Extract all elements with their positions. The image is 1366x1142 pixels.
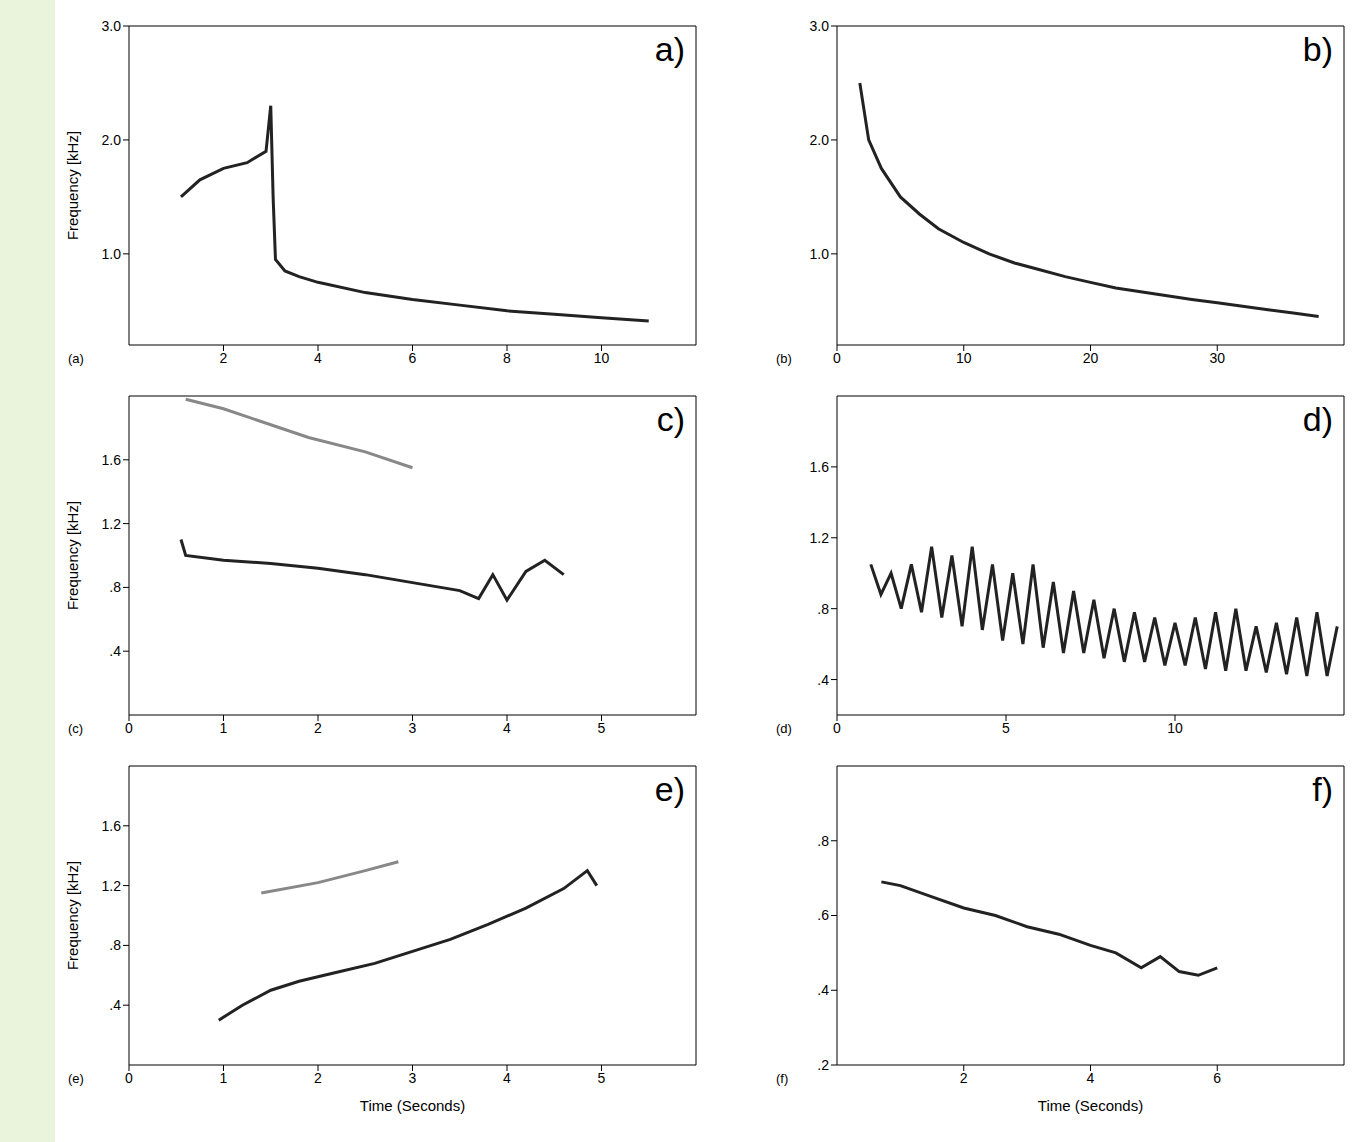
svg-text:.4: .4 xyxy=(817,982,829,998)
svg-text:3: 3 xyxy=(409,720,417,736)
svg-text:Frequency [kHz]: Frequency [kHz] xyxy=(64,131,81,240)
svg-text:10: 10 xyxy=(594,350,610,366)
html-text:e): e) xyxy=(654,770,685,808)
svg-text:1.2: 1.2 xyxy=(810,530,830,546)
svg-text:.8: .8 xyxy=(109,937,121,953)
svg-text:1.0: 1.0 xyxy=(810,246,830,262)
svg-text:6: 6 xyxy=(1213,1070,1221,1086)
svg-text:4: 4 xyxy=(503,720,511,736)
svg-text:.2: .2 xyxy=(817,1057,829,1073)
svg-text:2: 2 xyxy=(314,1070,322,1086)
svg-text:2.0: 2.0 xyxy=(810,132,830,148)
svg-text:4: 4 xyxy=(1087,1070,1095,1086)
html-text:(d): (d) xyxy=(776,721,792,736)
svg-text:3.0: 3.0 xyxy=(810,18,830,34)
svg-text:1: 1 xyxy=(220,720,228,736)
html-text:(c): (c) xyxy=(68,721,84,736)
svg-text:5: 5 xyxy=(598,720,606,736)
svg-text:3: 3 xyxy=(409,1070,417,1086)
svg-text:2: 2 xyxy=(314,720,322,736)
svg-text:Frequency [kHz]: Frequency [kHz] xyxy=(64,861,81,970)
svg-text:.8: .8 xyxy=(109,579,121,595)
svg-text:0: 0 xyxy=(125,1070,133,1086)
svg-text:5: 5 xyxy=(598,1070,606,1086)
svg-text:.8: .8 xyxy=(817,833,829,849)
svg-text:.4: .4 xyxy=(817,672,829,688)
html-text:(a): (a) xyxy=(68,351,84,366)
svg-text:10: 10 xyxy=(1167,720,1183,736)
svg-text:0: 0 xyxy=(833,720,841,736)
svg-text:2: 2 xyxy=(960,1070,968,1086)
html-text:d): d) xyxy=(1302,400,1333,438)
svg-text:0: 0 xyxy=(833,350,841,366)
svg-text:6: 6 xyxy=(409,350,417,366)
html-text:a): a) xyxy=(654,30,685,68)
svg-text:.6: .6 xyxy=(817,907,829,923)
html-text:c): c) xyxy=(656,400,685,438)
html-text:(e): (e) xyxy=(68,1071,84,1086)
svg-text:.4: .4 xyxy=(109,997,121,1013)
svg-text:Frequency [kHz]: Frequency [kHz] xyxy=(64,501,81,610)
svg-text:1.6: 1.6 xyxy=(102,452,122,468)
svg-text:1: 1 xyxy=(220,1070,228,1086)
svg-text:.4: .4 xyxy=(109,643,121,659)
html-text:(f): (f) xyxy=(776,1071,789,1086)
html-text:(b): (b) xyxy=(776,351,792,366)
svg-text:30: 30 xyxy=(1209,350,1225,366)
html-text:b): b) xyxy=(1302,30,1333,68)
svg-text:8: 8 xyxy=(503,350,511,366)
svg-text:4: 4 xyxy=(503,1070,511,1086)
svg-text:2.0: 2.0 xyxy=(102,132,122,148)
svg-text:20: 20 xyxy=(1083,350,1099,366)
svg-text:1.0: 1.0 xyxy=(102,246,122,262)
html-text:f): f) xyxy=(1312,770,1333,808)
svg-text:4: 4 xyxy=(314,350,322,366)
svg-text:10: 10 xyxy=(956,350,972,366)
svg-text:1.2: 1.2 xyxy=(102,516,122,532)
svg-text:Time (Seconds): Time (Seconds) xyxy=(360,1097,465,1114)
svg-text:1.6: 1.6 xyxy=(102,818,122,834)
svg-text:3.0: 3.0 xyxy=(102,18,122,34)
svg-text:5: 5 xyxy=(1002,720,1010,736)
svg-text:Time (Seconds): Time (Seconds) xyxy=(1038,1097,1143,1114)
svg-text:2: 2 xyxy=(220,350,228,366)
svg-text:1.6: 1.6 xyxy=(810,459,830,475)
svg-text:1.2: 1.2 xyxy=(102,878,122,894)
svg-text:0: 0 xyxy=(125,720,133,736)
svg-text:.8: .8 xyxy=(817,601,829,617)
